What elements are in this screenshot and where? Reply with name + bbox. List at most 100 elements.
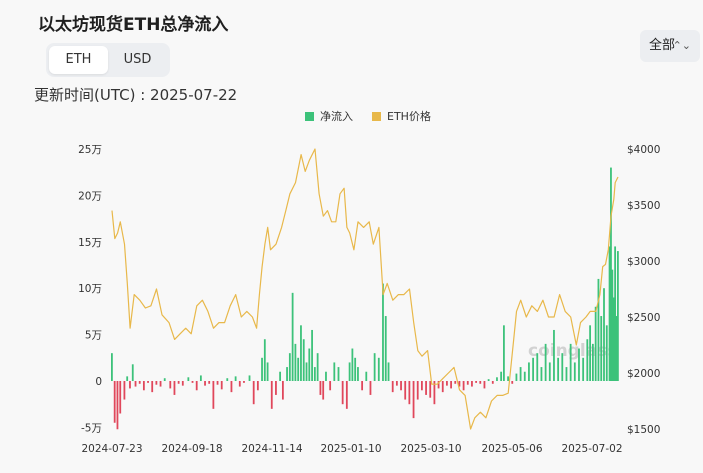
- net-flow-bar: [116, 381, 119, 430]
- net-flow-bar: [441, 381, 444, 393]
- net-flow-bar: [382, 283, 384, 381]
- x-tick-label: 2025-03-10: [400, 443, 461, 455]
- net-flow-bar: [322, 381, 325, 400]
- net-flow-bar: [603, 288, 605, 381]
- net-flow-bar: [496, 377, 498, 381]
- net-flow-bar: [131, 364, 134, 381]
- net-flow-bar: [248, 375, 251, 381]
- net-flow-bar: [400, 381, 402, 391]
- y-left-tick-label: 10万: [78, 283, 102, 295]
- net-flow-bar: [617, 251, 619, 381]
- x-ticks: 2024-07-23 2024-09-18 2024-11-14 2025-01-10…: [81, 443, 622, 455]
- y-left-tick-label: -5万: [81, 422, 102, 434]
- net-flow-bar: [519, 367, 522, 381]
- net-flow-bar: [113, 381, 116, 423]
- toggle-usd[interactable]: USD: [123, 52, 152, 67]
- net-flow-bar: [507, 376, 509, 381]
- net-flow-bar: [597, 278, 600, 381]
- x-tick-label: 2025-07-02: [561, 443, 622, 455]
- net-flow-bar: [329, 381, 332, 391]
- net-flow-bar: [291, 292, 294, 381]
- x-tick-label: 2024-09-18: [161, 443, 222, 455]
- net-flow-bar: [420, 381, 423, 391]
- net-flow-bar: [586, 339, 589, 381]
- y-right-tick-label: $3500: [627, 200, 660, 212]
- net-flow-bar: [377, 357, 380, 381]
- net-flow-bar: [594, 306, 597, 381]
- net-flow-bar: [288, 353, 291, 381]
- net-flow-bar: [181, 381, 184, 386]
- net-flow-bar: [387, 362, 390, 381]
- net-flow-bar: [569, 343, 572, 381]
- net-flow-bar: [466, 381, 469, 385]
- y-right-tick-label: $3000: [627, 256, 660, 268]
- legend-inflow-label: 净流入: [320, 109, 353, 123]
- net-flow-bar: [341, 381, 344, 405]
- net-flow-bar: [159, 381, 162, 387]
- net-flow-bar: [263, 339, 266, 381]
- net-flow-bar: [446, 381, 448, 386]
- net-flow-bar: [503, 325, 505, 381]
- x-tick-label: 2024-07-23: [81, 443, 142, 455]
- price-line-group: [111, 148, 619, 430]
- net-flow-bar: [354, 357, 357, 381]
- net-flow-bar: [195, 381, 198, 391]
- chevron-updown-icon: ⌃⌄: [672, 39, 691, 52]
- net-flow-bar: [471, 381, 473, 387]
- y-left-tick-label: 20万: [78, 190, 102, 202]
- net-flow-bar: [433, 381, 436, 405]
- y-right-ticks: $1500 $2000 $2500 $3000 $3500 $4000: [627, 144, 660, 436]
- range-select[interactable]: 全部 ⌃⌄: [640, 30, 700, 62]
- net-flow-bar: [234, 376, 237, 381]
- net-flow-bar: [220, 381, 223, 390]
- page-title: 以太坊现货ETH总净流入: [38, 15, 229, 35]
- net-flow-bar: [243, 381, 245, 383]
- updated-time: 更新时间(UTC) : 2025-07-22: [34, 86, 238, 104]
- legend-price-label: ETH价格: [387, 109, 431, 123]
- net-flow-bar: [608, 246, 611, 381]
- net-flow-bar: [605, 325, 608, 381]
- net-flow-bar: [557, 357, 560, 381]
- net-flow-bar: [416, 381, 419, 400]
- net-flow-bar: [163, 378, 166, 381]
- net-flow-bar: [404, 381, 407, 400]
- net-flow-bar: [169, 381, 172, 389]
- unit-toggle: ETH USD: [46, 43, 170, 77]
- net-flow-bar: [395, 381, 398, 386]
- net-flow-bar: [454, 381, 457, 384]
- x-tick-label: 2025-01-10: [320, 443, 381, 455]
- net-flow-bar: [311, 329, 313, 381]
- net-flow-bar: [391, 381, 394, 393]
- net-flow-bar: [316, 353, 319, 381]
- net-flow-bar: [305, 362, 308, 381]
- net-flow-bar: [450, 381, 452, 389]
- net-flow-bar: [540, 367, 543, 381]
- net-flow-bar: [123, 381, 126, 400]
- net-flow-bar: [226, 378, 229, 381]
- y-left-ticks: -5万 0 5万 10万 15万 20万 25万: [78, 144, 102, 434]
- net-flow-bar: [487, 379, 490, 381]
- x-tick-label: 2025-05-06: [481, 443, 542, 455]
- net-flow-bar: [313, 367, 316, 381]
- net-flow-bar: [191, 381, 194, 383]
- toggle-eth[interactable]: ETH: [49, 46, 108, 74]
- net-flow-bar: [129, 381, 131, 389]
- net-flow-bar: [325, 371, 327, 381]
- y-right-tick-label: $2500: [627, 312, 660, 324]
- y-left-tick-label: 5万: [85, 330, 102, 342]
- net-flow-bar: [345, 381, 348, 409]
- net-flow-bar: [216, 381, 219, 385]
- legend-price-swatch: [372, 112, 381, 121]
- chart-legend: 净流入 ETH价格: [305, 109, 431, 123]
- net-flow-bar: [361, 381, 364, 391]
- y-left-tick-label: 25万: [78, 144, 102, 156]
- net-flow-bar: [119, 381, 122, 414]
- net-flow-bar: [614, 246, 617, 381]
- net-flow-bar: [279, 371, 282, 381]
- net-flow-bar: [142, 381, 145, 391]
- net-flow-bar: [199, 375, 202, 381]
- net-flow-bar: [134, 381, 137, 387]
- net-flow-bar: [578, 348, 580, 381]
- net-flow-bar: [369, 381, 372, 395]
- net-flow-bar: [111, 353, 113, 381]
